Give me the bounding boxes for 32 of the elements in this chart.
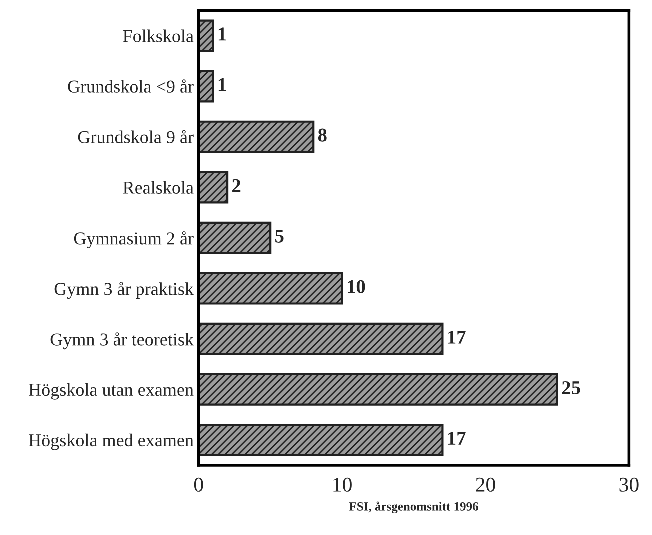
y-tick-label: Högskola med examen <box>29 434 194 450</box>
x-axis-title: FSI, årsgenomsnitt 1996 <box>349 502 478 514</box>
y-tick-label: Gymnasium 2 år <box>74 232 194 249</box>
y-tick-label: Gymn 3 år praktisk <box>54 282 194 300</box>
y-tick-label: Realskola <box>123 181 194 194</box>
data-label: 1 <box>218 78 226 92</box>
bar <box>198 20 214 52</box>
x-tick-label: 20 <box>476 478 496 492</box>
data-label: 17 <box>448 330 466 344</box>
y-tick-label: Grundskola <9 år <box>68 80 194 93</box>
bar <box>198 373 559 406</box>
x-tick-label: 10 <box>334 478 352 492</box>
data-label: 25 <box>562 381 580 395</box>
y-tick-label: Gymn 3 år teoretisk <box>50 332 194 350</box>
x-tick-label: 0 <box>194 478 204 492</box>
data-label: 2 <box>232 179 241 192</box>
bar <box>198 272 344 305</box>
bar <box>198 322 444 356</box>
bar <box>198 171 229 204</box>
bar <box>198 120 315 154</box>
data-label: 5 <box>276 230 284 243</box>
bar <box>198 70 214 103</box>
y-tick-label: Högskola utan examen <box>29 383 194 400</box>
x-tick-label: 30 <box>620 478 639 492</box>
data-label: 17 <box>448 432 466 445</box>
y-tick-label: Folkskola <box>123 30 194 42</box>
bar <box>198 222 272 254</box>
y-tick-label: Grundskola 9 år <box>78 130 194 144</box>
data-label: 10 <box>348 280 366 294</box>
bar <box>198 424 444 456</box>
data-label: 8 <box>318 128 327 142</box>
data-label: 1 <box>218 28 226 41</box>
